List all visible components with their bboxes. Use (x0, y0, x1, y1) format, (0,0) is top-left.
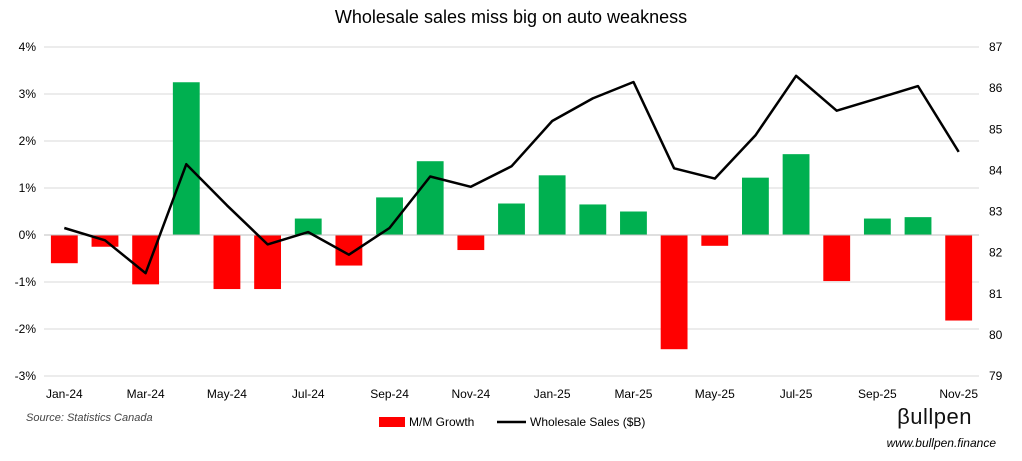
bar-mm-growth (213, 235, 241, 290)
y-axis-right: 79 80 81 82 83 84 85 86 87 (989, 40, 1003, 383)
bar-mm-growth (945, 235, 973, 321)
y-right-tick-label: 86 (989, 81, 1003, 95)
bar-mm-growth (50, 235, 78, 264)
x-tick-label: Mar-24 (127, 387, 165, 401)
bar-series (50, 82, 973, 350)
legend-label-wholesale-sales: Wholesale Sales ($B) (530, 415, 645, 429)
bar-mm-growth (904, 217, 932, 235)
y-left-tick-label: 2% (19, 134, 37, 148)
x-tick-label: Sep-24 (370, 387, 409, 401)
x-tick-label: Jul-24 (292, 387, 325, 401)
chart-title: Wholesale sales miss big on auto weaknes… (335, 7, 687, 27)
x-tick-label: Jan-24 (46, 387, 83, 401)
bar-mm-growth (172, 82, 200, 235)
legend-swatch-mm-growth (379, 417, 405, 427)
y-right-tick-label: 87 (989, 40, 1003, 54)
y-left-tick-label: 3% (19, 87, 37, 101)
y-axis-left: -3% -2% -1% 0% 1% 2% 3% 4% (15, 40, 37, 383)
bar-mm-growth (538, 175, 566, 235)
y-left-tick-label: 4% (19, 40, 37, 54)
x-tick-label: Mar-25 (614, 387, 652, 401)
x-tick-label: Sep-25 (858, 387, 897, 401)
y-right-tick-label: 82 (989, 246, 1003, 260)
line-series (63, 74, 960, 275)
y-left-tick-label: -3% (15, 369, 37, 383)
bar-mm-growth (457, 235, 485, 251)
y-right-tick-label: 84 (989, 163, 1003, 177)
y-left-tick-label: 0% (19, 228, 37, 242)
bar-mm-growth (863, 218, 891, 235)
legend-label-mm-growth: M/M Growth (409, 415, 474, 429)
bar-mm-growth (823, 235, 851, 282)
y-right-tick-label: 83 (989, 205, 1003, 219)
x-tick-label: Jul-25 (780, 387, 813, 401)
x-tick-label: May-25 (695, 387, 735, 401)
bar-mm-growth (701, 235, 729, 246)
bar-mm-growth (741, 177, 769, 235)
bar-mm-growth (294, 218, 322, 235)
bar-mm-growth (660, 235, 688, 350)
website-url: www.bullpen.finance (886, 436, 996, 450)
bar-mm-growth (620, 211, 647, 235)
y-right-tick-label: 79 (989, 369, 1003, 383)
bar-mm-growth (579, 204, 607, 235)
x-tick-label: Jan-25 (534, 387, 571, 401)
y-left-tick-label: 1% (19, 181, 37, 195)
y-right-tick-label: 81 (989, 287, 1003, 301)
y-left-tick-label: -1% (15, 275, 37, 289)
source-note: Source: Statistics Canada (26, 412, 153, 424)
x-tick-label: Nov-24 (452, 387, 491, 401)
x-tick-label: May-24 (207, 387, 247, 401)
x-tick-label: Nov-25 (939, 387, 978, 401)
y-right-tick-label: 80 (989, 328, 1003, 342)
bar-mm-growth (498, 203, 525, 235)
bar-mm-growth (782, 154, 810, 235)
x-axis: Jan-24 Mar-24 May-24 Jul-24 Sep-24 Nov-24 Jan-… (46, 387, 978, 401)
legend: M/M Growth Wholesale Sales ($B) (379, 415, 645, 429)
y-left-tick-label: -2% (15, 322, 37, 336)
line-wholesale-sales (63, 74, 960, 275)
bar-mm-growth (132, 235, 160, 285)
y-right-tick-label: 85 (989, 122, 1003, 136)
gridlines (44, 46, 979, 377)
brand-logo: βullpen (897, 404, 972, 429)
bar-mm-growth (416, 161, 444, 235)
